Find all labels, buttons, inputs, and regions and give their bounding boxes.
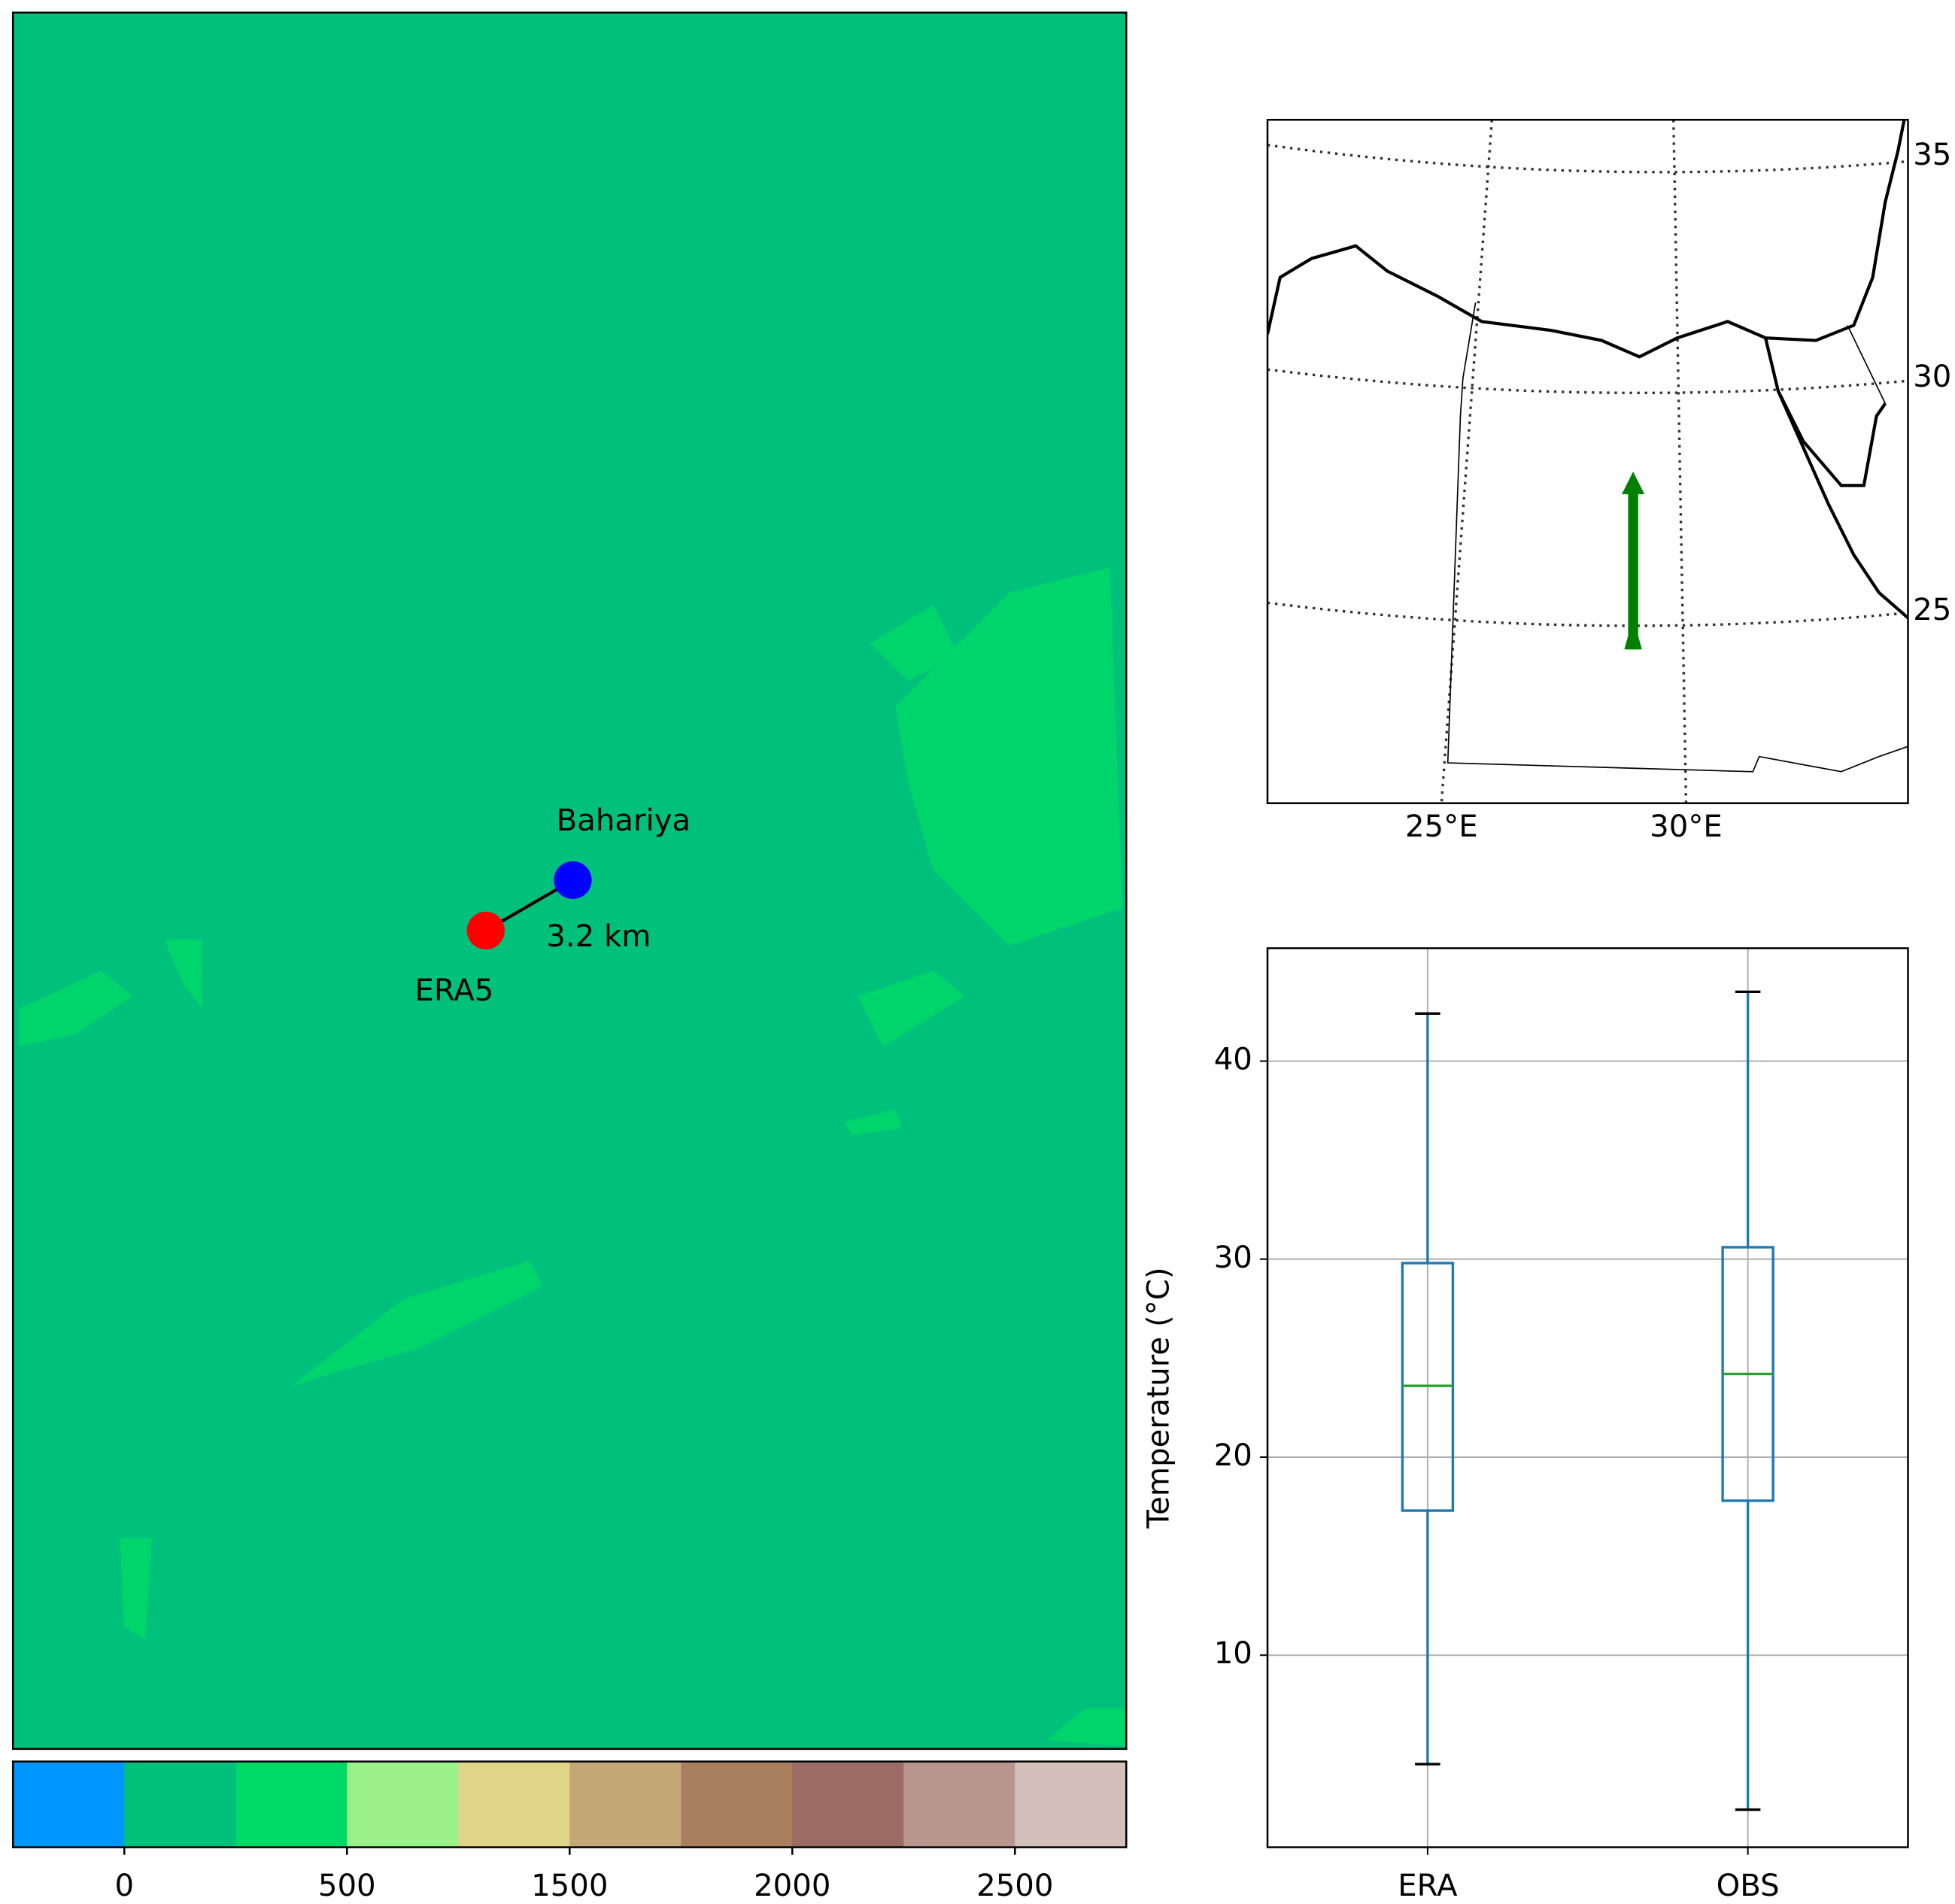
elevation-patch [164,939,202,1009]
plot-frame [1266,947,1909,1848]
elevation-patch [895,567,1123,946]
graticule-meridian [1672,120,1688,803]
colorbar-tick-label: 500 [318,1869,376,1903]
colorbar-segment [569,1761,682,1848]
colorbar-tick-label: 0 [114,1869,134,1903]
wind-arrow-head [1622,471,1645,495]
elevation-patch [870,605,959,682]
station-point [554,861,592,900]
colorbar-tick-label: 1500 [531,1869,608,1903]
station-label: Bahariya [557,803,691,838]
colorbar-segment [681,1761,794,1848]
graticule-parallel [1267,368,1908,394]
colorbar-segment [124,1761,237,1848]
inset-map [1266,118,1909,804]
elevation-patch [120,1538,152,1640]
y-axis-label: Temperature (°C) [1142,1267,1176,1529]
colorbar-segment [235,1761,348,1848]
map-frame [11,11,1128,1751]
colorbar-segment [1015,1761,1128,1848]
y-tick-label: 40 [1214,1043,1252,1077]
x-tick-label: 30°E [1650,809,1723,844]
y-tick-label: 25 [1913,593,1951,627]
y-tick-label: 20 [1214,1438,1252,1473]
distance-label: 3.2 km [546,919,651,954]
colorbar-segment [792,1761,905,1848]
coastline [1764,337,1908,619]
elevation-patch [858,970,965,1047]
station-label: ERA5 [414,973,493,1008]
wind-arrow-tail [1624,618,1642,650]
graticule-parallel [1267,144,1908,174]
elevation-patch [1046,1708,1125,1747]
y-tick-label: 30 [1214,1240,1252,1275]
colorbar-segment [903,1761,1016,1848]
y-tick-label: 30 [1913,360,1951,394]
inset-frame [1266,118,1909,804]
x-tick-label: 25°E [1405,809,1478,844]
graticule-meridian [1440,120,1494,803]
colorbar-tick-label: 2000 [754,1869,830,1903]
station-point [466,911,505,950]
colorbar-segment [347,1761,460,1848]
y-tick-label: 35 [1913,138,1951,172]
y-tick-label: 10 [1214,1636,1252,1671]
elevation-patch [845,1110,902,1135]
x-tick-label: ERA [1398,1869,1458,1903]
colorbar-segment [458,1761,571,1848]
graticule-parallel [1267,601,1908,627]
elevation-patch [19,970,133,1047]
coastline [1267,120,1906,359]
colorbar-segment [13,1761,126,1848]
inset-content [1267,120,1908,803]
elevation-patch [290,1261,543,1387]
x-tick-label: OBS [1717,1869,1780,1903]
colorbar-tick-label: 2500 [976,1869,1053,1903]
border [1447,302,1908,773]
